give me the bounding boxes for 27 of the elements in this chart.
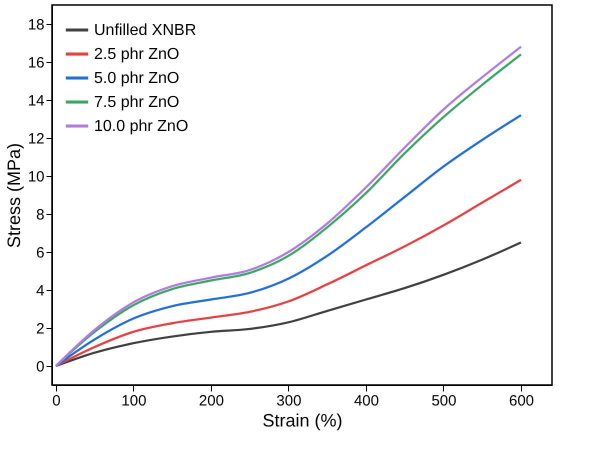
line-series bbox=[54, 241, 522, 368]
x-tick-label: 200 bbox=[198, 392, 224, 410]
x-tick-label: 500 bbox=[431, 392, 456, 410]
y-tick-label: 0 bbox=[36, 358, 44, 376]
y-tick-label: 4 bbox=[36, 282, 44, 300]
legend-label: Unfilled XNBR bbox=[94, 22, 196, 39]
y-tick-label: 14 bbox=[28, 92, 44, 110]
y-tick-label: 10 bbox=[28, 168, 44, 186]
legend-label: 2.5 phr ZnO bbox=[94, 46, 180, 63]
x-tick-label: 100 bbox=[121, 392, 146, 410]
line-series bbox=[54, 114, 522, 368]
x-tick-label: 300 bbox=[276, 392, 302, 410]
y-axis-title: Stress (MPa) bbox=[4, 142, 24, 248]
y-tick-label: 12 bbox=[28, 130, 44, 148]
y-tick-label: 8 bbox=[36, 206, 44, 224]
x-tick-label: 0 bbox=[52, 392, 61, 410]
legend-label: 10.0 phr ZnO bbox=[94, 118, 188, 135]
legend-label: 7.5 phr ZnO bbox=[94, 94, 180, 111]
y-tick-label: 6 bbox=[36, 244, 44, 262]
y-tick-label: 2 bbox=[36, 320, 44, 338]
x-tick-label: 600 bbox=[508, 392, 534, 410]
legend-label: 5.0 phr ZnO bbox=[94, 70, 180, 87]
y-tick-label: 18 bbox=[28, 16, 44, 34]
x-tick-label: 400 bbox=[354, 392, 379, 410]
line-series bbox=[54, 178, 522, 368]
y-tick-label: 16 bbox=[28, 54, 44, 72]
x-axis-title: Strain (%) bbox=[262, 410, 343, 430]
